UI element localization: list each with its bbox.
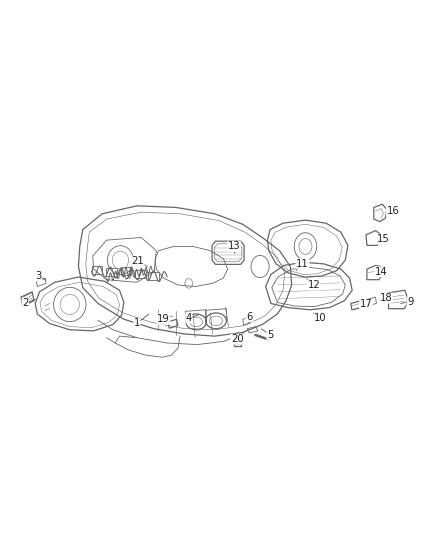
Text: 19: 19 [157,314,170,324]
Text: 17: 17 [360,300,372,310]
Text: 16: 16 [386,206,399,216]
Text: 6: 6 [246,312,252,321]
Text: 11: 11 [296,259,309,269]
Text: 2: 2 [22,298,28,309]
Text: 10: 10 [314,313,327,323]
Text: 20: 20 [231,334,244,344]
Text: 1: 1 [134,318,140,328]
Text: 12: 12 [308,280,321,290]
Text: 4: 4 [186,313,192,323]
Text: 5: 5 [267,330,273,340]
Text: 15: 15 [377,234,390,244]
Text: 14: 14 [375,267,388,277]
Text: 21: 21 [131,256,144,266]
Text: 3: 3 [35,271,42,281]
Text: 9: 9 [407,297,413,307]
Text: 18: 18 [380,293,392,303]
Text: 13: 13 [228,241,240,252]
